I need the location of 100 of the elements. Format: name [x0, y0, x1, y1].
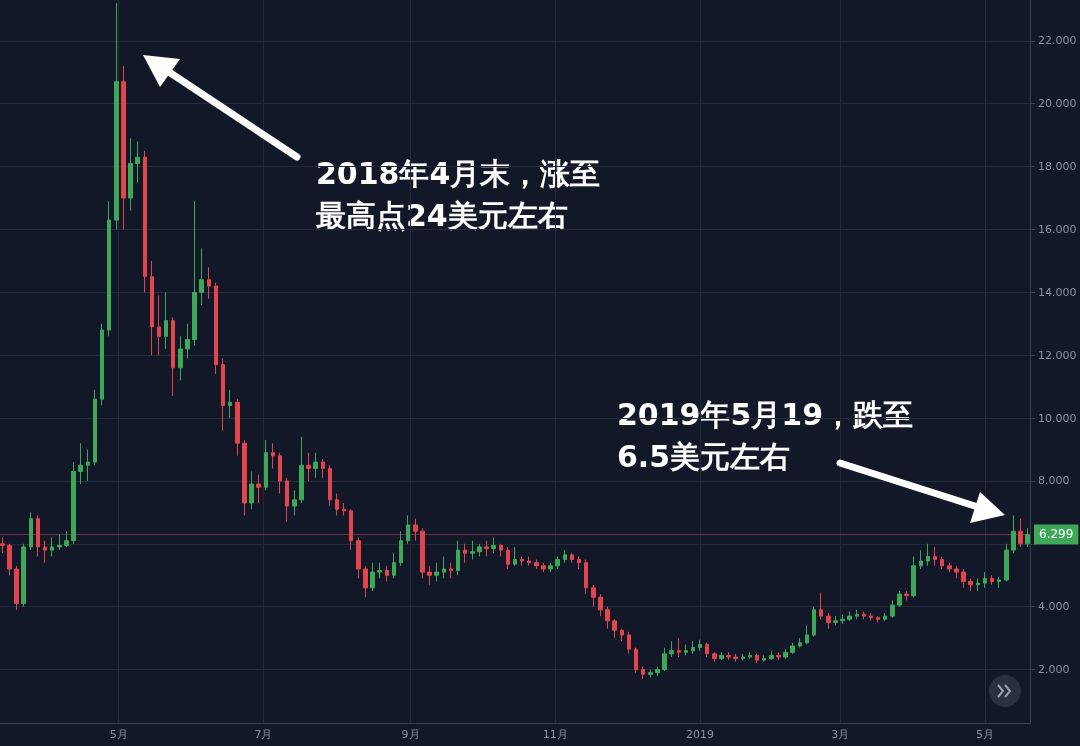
candlestick [904, 590, 909, 601]
y-tick-label: 2.000 [1038, 663, 1070, 677]
candlestick [477, 543, 482, 557]
candlestick [840, 614, 845, 625]
candlestick [691, 640, 695, 655]
candlestick [1011, 515, 1016, 554]
candlestick [719, 651, 724, 661]
candlestick [313, 452, 318, 479]
x-tick-label: 7月 [254, 728, 273, 741]
candlestick [769, 650, 774, 661]
candlestick [798, 637, 802, 649]
candlestick [178, 335, 183, 381]
candlestick [57, 533, 62, 551]
candlestick [228, 389, 232, 419]
candlestick [612, 618, 617, 639]
y-tick-label: 10.000 [1038, 411, 1077, 425]
candlestick [598, 593, 603, 617]
candlestick [911, 555, 916, 598]
candlestick [377, 562, 382, 579]
candlestick [855, 609, 859, 620]
candlestick [256, 474, 261, 504]
candlestick [890, 599, 895, 619]
candlestick [299, 436, 304, 504]
candlestick [321, 458, 325, 479]
y-tick-label: 16.000 [1038, 222, 1077, 236]
candlestick [897, 590, 902, 608]
x-tick-label: 3月 [831, 728, 850, 741]
candlestick [491, 537, 496, 554]
candlestick [940, 555, 944, 570]
candlestick [819, 592, 823, 620]
candlestick [755, 653, 759, 664]
candlestick [534, 559, 539, 570]
candlestick [555, 555, 560, 570]
candlestick [86, 449, 90, 482]
candlestick [328, 464, 332, 507]
candlestick [976, 577, 980, 592]
candlestick [456, 540, 460, 576]
candlestick [278, 452, 282, 495]
candlestick [93, 389, 97, 466]
candlestick [100, 323, 104, 407]
candlestick [847, 610, 852, 622]
candlestick [584, 559, 588, 595]
candlestick [726, 651, 731, 661]
candlestick [961, 568, 966, 589]
y-tick-label: 18.000 [1038, 160, 1077, 174]
candlestick [577, 555, 581, 570]
candlestick [634, 647, 638, 674]
candlestick [21, 543, 26, 608]
candlestick [648, 669, 653, 678]
candlestick [36, 515, 40, 557]
candlestick [64, 530, 69, 548]
candlestick [50, 537, 54, 557]
candlestick [363, 565, 368, 598]
candlestick [392, 552, 396, 579]
candlestick [207, 266, 211, 300]
candlestick [1025, 527, 1030, 548]
candlestick [862, 610, 866, 620]
candlestick [570, 552, 574, 564]
candlestick [214, 282, 218, 375]
candlestick [548, 562, 553, 573]
candlestick [235, 398, 240, 457]
candlestick [684, 643, 688, 656]
y-tick-label: 20.000 [1038, 97, 1077, 111]
candlestick [150, 260, 154, 356]
candlestick [121, 65, 126, 230]
candlestick [0, 537, 5, 554]
y-tick-label: 12.000 [1038, 348, 1077, 362]
candlestick [199, 247, 204, 306]
x-tick-label: 5月 [975, 728, 994, 741]
candlestick [669, 640, 674, 658]
x-tick-label: 5月 [109, 728, 128, 741]
candlestick [71, 461, 76, 545]
annotation: 6.5美元左右 [617, 438, 791, 474]
candlestick [520, 555, 524, 567]
candlestick [114, 2, 119, 230]
candlestick [947, 562, 952, 573]
candlestick [264, 439, 268, 491]
candlestick [335, 493, 339, 517]
ref-line-label: 6.299 [1039, 527, 1074, 542]
candlestick [413, 518, 418, 542]
candlestick [641, 665, 645, 680]
candlestick [983, 571, 987, 589]
candlestick [164, 291, 168, 350]
candlestick [78, 442, 83, 485]
candlestick [662, 647, 667, 672]
candlestick [506, 546, 510, 570]
candlestick [157, 294, 161, 356]
candlestick [292, 489, 297, 517]
candlestick [128, 137, 133, 212]
candlestick [805, 625, 809, 645]
candlestick [790, 642, 795, 655]
candlestick [135, 140, 140, 183]
candlestick [919, 549, 923, 570]
candlestick [7, 543, 12, 576]
annotation: 最高点24美元左右 [316, 197, 568, 233]
candlestick [29, 511, 33, 551]
candlestick [990, 574, 994, 586]
candlestick [434, 562, 439, 583]
candlestick [655, 665, 660, 677]
candlestick [385, 565, 389, 583]
